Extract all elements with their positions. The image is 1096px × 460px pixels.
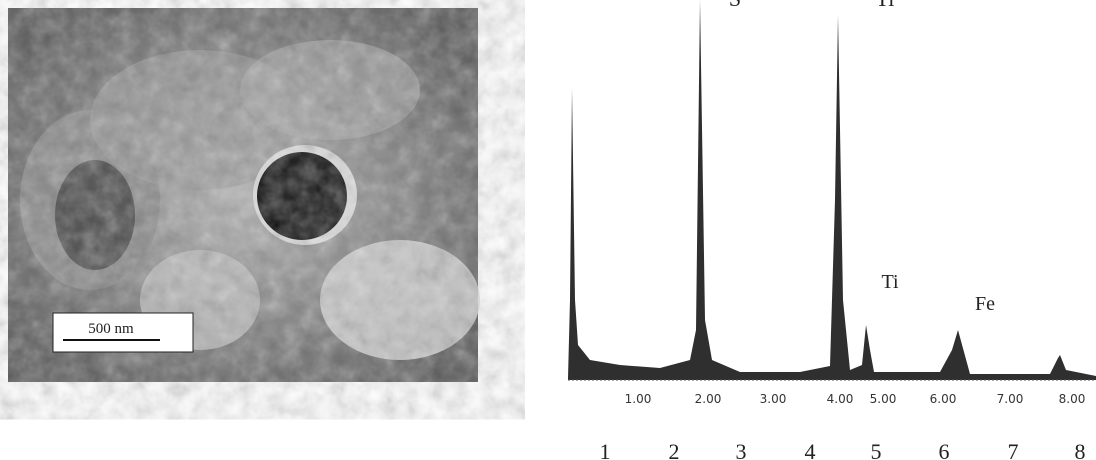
peak-label: Fe — [975, 293, 995, 315]
peak-label: Ti — [876, 0, 895, 11]
tick-label: 6.00 — [930, 392, 957, 406]
panel-number: 1 — [600, 439, 611, 460]
peak-label: S — [729, 0, 741, 11]
panel-number: 4 — [805, 439, 816, 460]
tick-label: 7.00 — [997, 392, 1024, 406]
panel-number: 7 — [1008, 439, 1019, 460]
tick-label: 1.00 — [625, 392, 652, 406]
panel-number: 6 — [939, 439, 950, 460]
spectrum — [568, 0, 1096, 381]
tick-label: 8.00 — [1059, 392, 1086, 406]
scale-bar-label: 500 nm — [88, 321, 134, 337]
panel-number: 2 — [669, 439, 680, 460]
tick-label: 4.00 — [827, 392, 854, 406]
panel-number: 3 — [736, 439, 747, 460]
tick-label: 2.00 — [695, 392, 722, 406]
tick-label: 3.00 — [760, 392, 787, 406]
panel-number: 8 — [1075, 439, 1086, 460]
peak-label: Ti — [881, 271, 899, 293]
tick-label: 5.00 — [870, 392, 897, 406]
panel-number: 5 — [871, 439, 882, 460]
scale-bar: 500 nm — [52, 312, 194, 353]
